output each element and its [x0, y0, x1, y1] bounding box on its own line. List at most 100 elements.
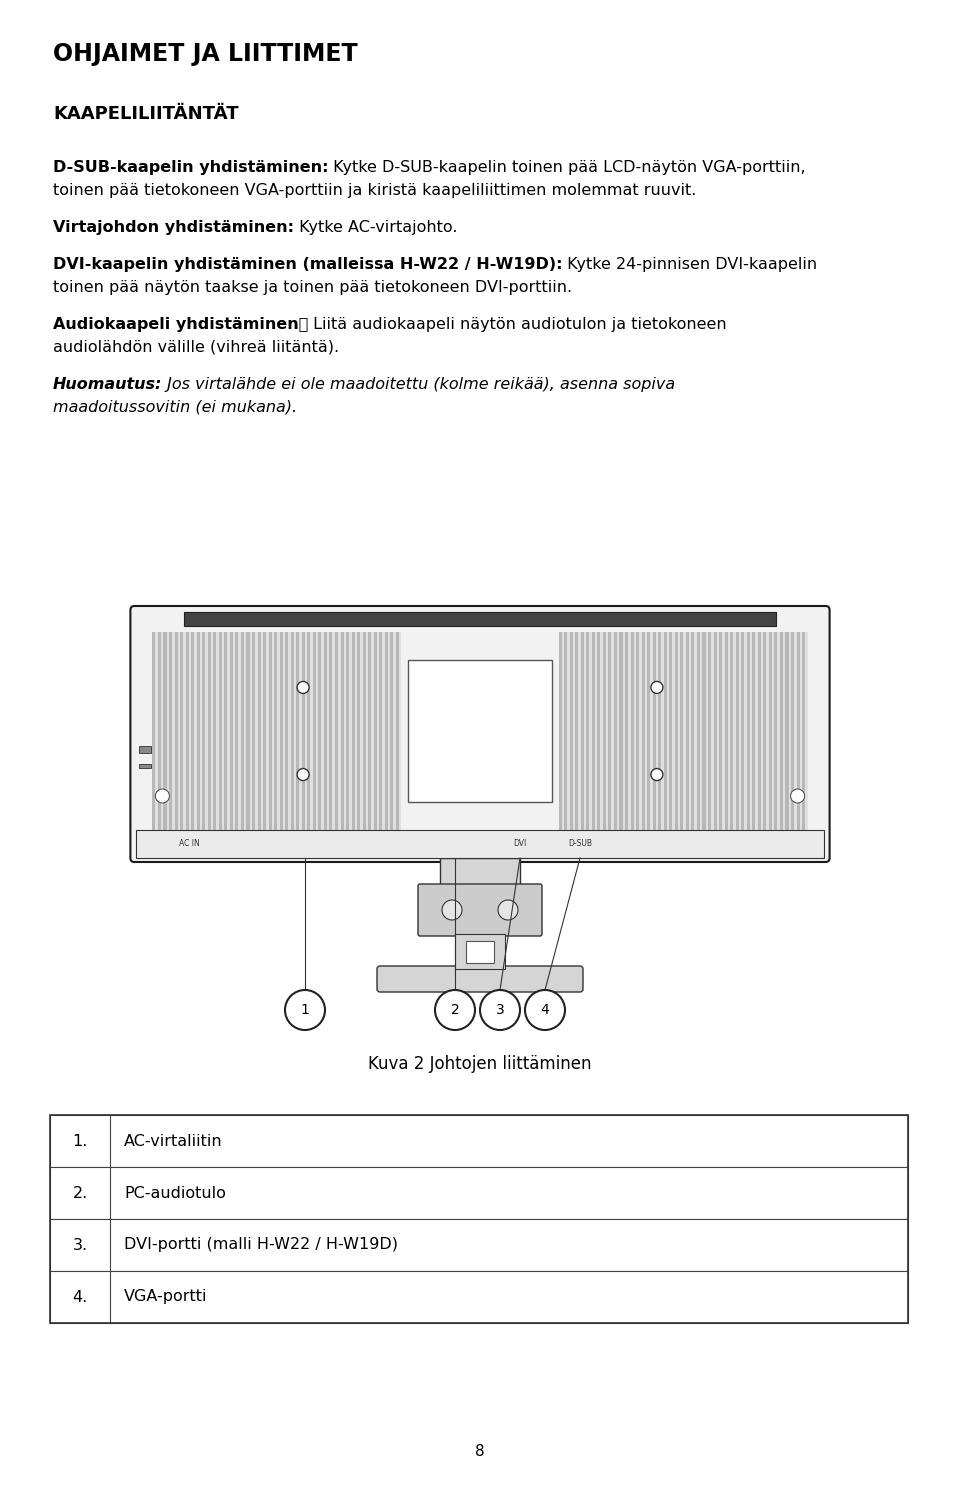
Bar: [338, 631, 341, 829]
Bar: [663, 631, 667, 829]
Bar: [363, 631, 366, 829]
Bar: [408, 660, 552, 803]
Bar: [653, 631, 656, 829]
Bar: [373, 631, 376, 829]
Bar: [631, 631, 634, 829]
Bar: [360, 631, 363, 829]
Circle shape: [156, 789, 169, 803]
Circle shape: [525, 990, 565, 1030]
Bar: [766, 631, 769, 829]
Bar: [455, 934, 505, 969]
Text: AC-virtaliitin: AC-virtaliitin: [124, 1133, 223, 1148]
Bar: [153, 631, 156, 829]
Text: 1.: 1.: [72, 1133, 87, 1148]
Bar: [185, 631, 188, 829]
Bar: [324, 631, 327, 829]
Bar: [600, 631, 603, 829]
Bar: [769, 631, 772, 829]
Bar: [372, 631, 373, 829]
Bar: [255, 631, 257, 829]
Bar: [788, 631, 791, 829]
Text: Audiokaapeli yhdistäminen：: Audiokaapeli yhdistäminen：: [53, 317, 308, 332]
Circle shape: [791, 789, 804, 803]
Text: D-SUB: D-SUB: [568, 840, 592, 849]
Bar: [307, 631, 310, 829]
Text: D-SUB-kaapelin yhdistäminen:: D-SUB-kaapelin yhdistäminen:: [53, 159, 328, 176]
Text: OHJAIMET JA LIITTIMET: OHJAIMET JA LIITTIMET: [53, 42, 358, 66]
Bar: [252, 631, 255, 829]
Bar: [722, 631, 725, 829]
Bar: [619, 631, 622, 829]
Bar: [584, 631, 587, 829]
Bar: [609, 631, 612, 829]
Bar: [341, 631, 344, 829]
Bar: [713, 631, 716, 829]
Bar: [388, 631, 391, 829]
Bar: [794, 631, 797, 829]
Bar: [250, 631, 252, 829]
Bar: [277, 631, 279, 829]
Bar: [396, 631, 399, 829]
Bar: [761, 631, 763, 829]
Text: audiolähdön välille (vihreä liitäntä).: audiolähdön välille (vihreä liitäntä).: [53, 339, 339, 354]
Circle shape: [651, 682, 663, 694]
Bar: [50, 1219, 908, 1272]
Bar: [285, 631, 288, 829]
Bar: [391, 631, 394, 829]
Bar: [247, 631, 250, 829]
Bar: [645, 631, 647, 829]
Text: 3.: 3.: [72, 1237, 87, 1252]
Bar: [661, 631, 663, 829]
Bar: [625, 631, 628, 829]
Bar: [294, 631, 297, 829]
Bar: [366, 631, 369, 829]
Bar: [207, 631, 211, 829]
Bar: [622, 631, 625, 829]
Circle shape: [435, 990, 475, 1030]
Bar: [731, 631, 733, 829]
Bar: [211, 631, 213, 829]
Circle shape: [651, 768, 663, 780]
Text: toinen pää tietokoneen VGA-porttiin ja kiristä kaapeliliittimen molemmat ruuvit.: toinen pää tietokoneen VGA-porttiin ja k…: [53, 183, 696, 198]
Circle shape: [442, 899, 462, 920]
FancyBboxPatch shape: [131, 606, 829, 862]
Bar: [233, 631, 235, 829]
Bar: [169, 631, 172, 829]
Bar: [288, 631, 291, 829]
Bar: [272, 631, 275, 829]
Bar: [357, 631, 360, 829]
Bar: [706, 631, 708, 829]
Bar: [191, 631, 194, 829]
Bar: [591, 631, 595, 829]
Bar: [310, 631, 313, 829]
Bar: [797, 631, 800, 829]
Bar: [313, 631, 316, 829]
Bar: [188, 631, 191, 829]
Bar: [50, 1167, 908, 1219]
Bar: [606, 631, 609, 829]
Bar: [213, 631, 216, 829]
Bar: [322, 631, 324, 829]
Bar: [581, 631, 584, 829]
FancyBboxPatch shape: [377, 966, 583, 992]
Bar: [569, 631, 573, 829]
Bar: [184, 612, 776, 625]
Bar: [279, 631, 282, 829]
Circle shape: [480, 990, 520, 1030]
Bar: [203, 631, 205, 829]
Text: 4: 4: [540, 1004, 549, 1017]
Bar: [163, 631, 166, 829]
Text: 2: 2: [450, 1004, 460, 1017]
Bar: [805, 631, 807, 829]
Bar: [753, 631, 756, 829]
Bar: [225, 631, 228, 829]
Bar: [650, 631, 653, 829]
Text: VGA-portti: VGA-portti: [124, 1289, 207, 1304]
Bar: [614, 631, 617, 829]
Bar: [617, 631, 619, 829]
Bar: [678, 631, 681, 829]
Bar: [351, 631, 354, 829]
Bar: [297, 631, 300, 829]
Bar: [257, 631, 260, 829]
Bar: [329, 631, 332, 829]
